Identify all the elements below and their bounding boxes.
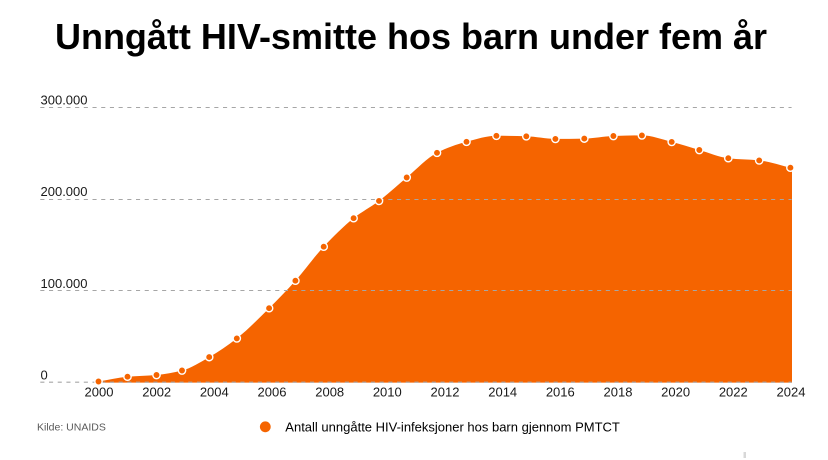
svg-text:2014: 2014	[488, 385, 517, 400]
svg-text:2016: 2016	[546, 385, 575, 400]
svg-text:2018: 2018	[604, 385, 633, 400]
svg-text:2024: 2024	[777, 385, 806, 400]
svg-text:2008: 2008	[315, 385, 344, 400]
svg-text:Unngått HIV-smitte hos barn un: Unngått HIV-smitte hos barn under fem år	[55, 16, 767, 57]
svg-text:2006: 2006	[258, 385, 287, 400]
svg-text:2012: 2012	[431, 385, 460, 400]
svg-text:300.000: 300.000	[41, 92, 88, 107]
svg-text:200.000: 200.000	[41, 184, 88, 199]
svg-text:2002: 2002	[142, 385, 171, 400]
svg-text:2000: 2000	[85, 385, 114, 400]
svg-text:2010: 2010	[373, 385, 402, 400]
svg-text:2004: 2004	[200, 385, 229, 400]
svg-text:Antall unngåtte HIV-infeksjone: Antall unngåtte HIV-infeksjoner hos barn…	[285, 420, 620, 435]
svg-text:100.000: 100.000	[41, 276, 88, 291]
svg-text:Kilde: UNAIDS: Kilde: UNAIDS	[37, 422, 106, 434]
svg-text:0: 0	[41, 368, 48, 383]
svg-text:2020: 2020	[661, 385, 690, 400]
svg-text:2022: 2022	[719, 385, 748, 400]
